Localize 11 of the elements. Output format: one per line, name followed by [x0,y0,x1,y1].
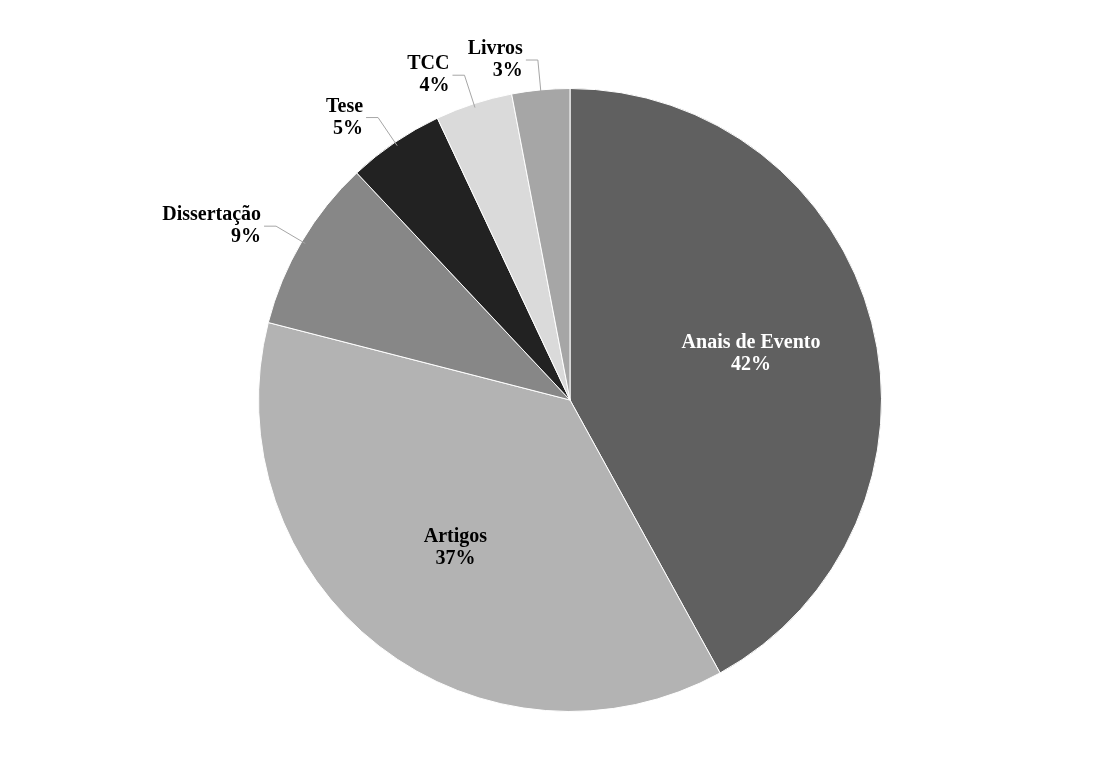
data-label: 42% [731,351,772,374]
slice-label: Artigos [423,523,488,547]
data-label: 3% [492,58,523,81]
data-label: 5% [333,115,364,138]
slice-label: Livros [467,36,524,59]
slice-label: Tese [326,93,364,116]
data-label: 4% [419,73,450,96]
slice-label: Anais de Evento [681,329,821,352]
slice-label: TCC [407,51,450,74]
slice-label: Dissertação [162,202,262,226]
data-label: 9% [231,224,262,247]
